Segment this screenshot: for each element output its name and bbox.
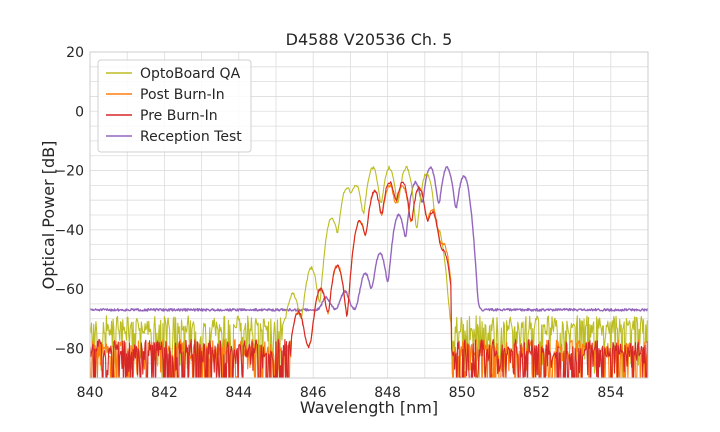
x-tick-label: 848 bbox=[374, 385, 401, 401]
y-tick-label: 0 bbox=[75, 104, 84, 120]
x-tick-label: 846 bbox=[300, 385, 327, 401]
x-tick-label: 844 bbox=[225, 385, 252, 401]
y-axis-label: Optical Power [dB] bbox=[39, 141, 58, 290]
chart-title: D4588 V20536 Ch. 5 bbox=[286, 30, 453, 49]
x-tick-label: 852 bbox=[523, 385, 550, 401]
x-axis-label: Wavelength [nm] bbox=[300, 398, 438, 417]
series-line-optoboard-qa bbox=[90, 165, 648, 378]
y-tick-label: −80 bbox=[54, 341, 84, 357]
series-line-pre-burn-in bbox=[90, 181, 648, 378]
x-tick-label: 840 bbox=[77, 385, 104, 401]
legend-label: Reception Test bbox=[140, 129, 242, 145]
y-tick-label: 20 bbox=[66, 45, 84, 61]
tick-labels: 840 842 844 846 848 850 852 854 −80 −60 −40 −20 0 20 bbox=[54, 45, 624, 401]
y-tick-label: −60 bbox=[54, 282, 84, 298]
y-tick-label: −20 bbox=[54, 164, 84, 180]
y-tick-label: −40 bbox=[54, 223, 84, 239]
series-group bbox=[90, 165, 648, 378]
x-tick-label: 854 bbox=[597, 385, 624, 401]
legend-label: OptoBoard QA bbox=[140, 66, 241, 82]
legend-label: Pre Burn-In bbox=[140, 108, 218, 124]
x-tick-label: 850 bbox=[449, 385, 476, 401]
plot-frame bbox=[89, 51, 649, 379]
legend: OptoBoard QA Post Burn-In Pre Burn-In Recep… bbox=[97, 59, 252, 153]
x-tick-label: 842 bbox=[151, 385, 178, 401]
legend-label: Post Burn-In bbox=[140, 87, 225, 103]
series-line-reception-test bbox=[90, 165, 648, 312]
legend-box bbox=[97, 59, 252, 153]
